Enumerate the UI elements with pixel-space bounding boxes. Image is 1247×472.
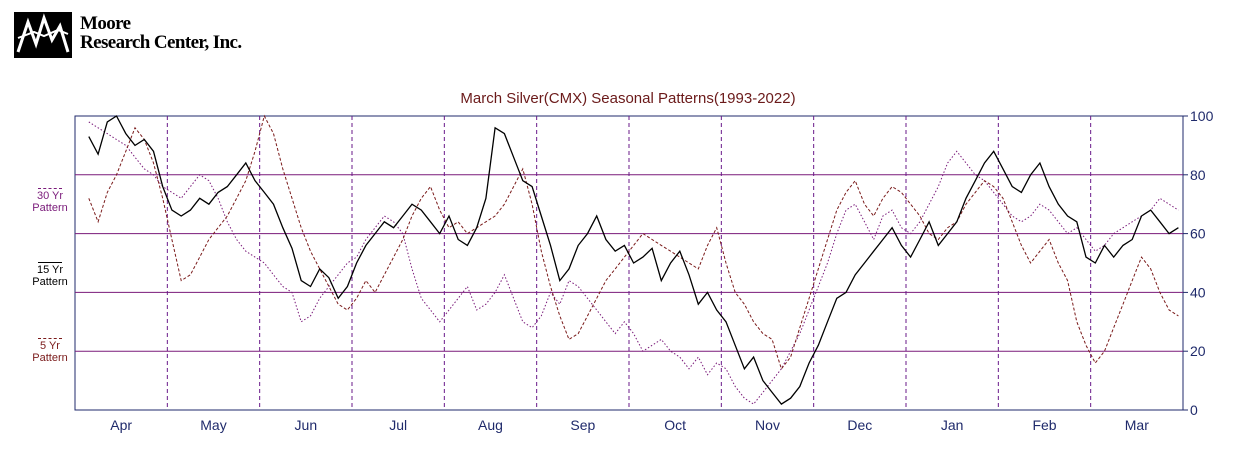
series-group <box>88 114 1179 405</box>
legend-30yr-line <box>38 188 62 189</box>
x-tick-label-nov: Nov <box>755 417 780 433</box>
chart-title: March Silver(CMX) Seasonal Patterns(1993… <box>460 90 795 107</box>
brand-line-2: Research Center, Inc. <box>80 32 242 53</box>
x-tick-label-may: May <box>200 417 226 433</box>
y-tick-label-40: 40 <box>1190 284 1206 300</box>
grid <box>75 116 1183 410</box>
legend-15yr-label-bottom: Pattern <box>32 276 68 288</box>
y-tick-label-0: 0 <box>1190 402 1198 418</box>
x-tick-label-jul: Jul <box>389 417 407 433</box>
x-tick-label-feb: Feb <box>1032 417 1056 433</box>
series-line-30-yr-pattern <box>88 121 1179 405</box>
legend-30yr-label-bottom: Pattern <box>32 202 68 214</box>
x-tick-label-oct: Oct <box>664 417 686 433</box>
x-tick-label-dec: Dec <box>847 417 872 433</box>
x-tick-label-apr: Apr <box>110 417 132 433</box>
legend-5yr-label-top: 5 Yr <box>40 340 60 352</box>
x-tick-label-sep: Sep <box>570 417 595 433</box>
brand-line-1: Moore <box>80 13 131 34</box>
y-tick-label-80: 80 <box>1190 167 1206 183</box>
brand-logo: Moore Research Center, Inc. <box>14 12 254 64</box>
legend-5yr: 5 Yr Pattern <box>14 338 86 364</box>
x-tick-label-jun: Jun <box>295 417 318 433</box>
x-tick-label-aug: Aug <box>478 417 503 433</box>
x-tick-label-jan: Jan <box>941 417 964 433</box>
axes: 0 20 40 60 80 100 Apr May Jun Jul Aug Sep Oct Nov Dec J… <box>110 108 1213 433</box>
legend-5yr-line <box>38 338 62 339</box>
legend-30yr: 30 Yr Pattern <box>14 188 86 214</box>
legend-15yr-line <box>38 262 62 263</box>
legend-5yr-label-bottom: Pattern <box>32 352 68 364</box>
x-tick-label-mar: Mar <box>1125 417 1149 433</box>
legend-15yr: 15 Yr Pattern <box>14 262 86 288</box>
legend-15yr-label-top: 15 Yr <box>36 264 64 276</box>
y-tick-label-60: 60 <box>1190 226 1206 242</box>
series-line-15-yr-pattern <box>88 115 1179 405</box>
y-tick-label-100: 100 <box>1190 108 1214 124</box>
legend-30yr-label-top: 30 Yr <box>36 190 64 202</box>
series-line-5-yr-pattern <box>88 114 1179 370</box>
brand-name: Moore Research Center, Inc. <box>80 14 242 52</box>
y-tick-label-20: 20 <box>1190 343 1206 359</box>
logo-mark-icon <box>14 12 72 58</box>
